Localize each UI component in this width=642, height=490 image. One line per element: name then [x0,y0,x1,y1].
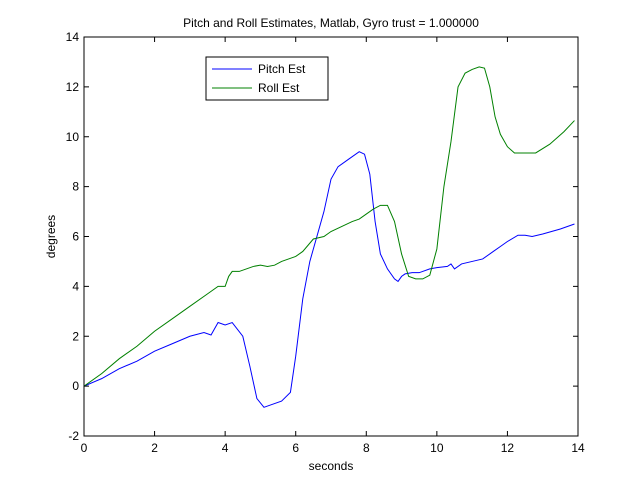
y-tick-label: 0 [72,379,79,393]
legend-label-roll-est: Roll Est [258,81,300,95]
y-tick-label: 8 [72,180,79,194]
x-tick-label: 8 [363,441,370,455]
y-tick-label: 10 [66,130,80,144]
x-tick-label: 10 [430,441,444,455]
axes-box [83,36,579,437]
series-layer [83,66,575,408]
y-tick-label: -2 [68,429,79,443]
x-tick-label: 0 [81,441,88,455]
legend-label-pitch-est: Pitch Est [258,62,306,76]
x-tick-label: 12 [501,441,515,455]
x-tick-label: 4 [222,441,229,455]
x-tick-label: 14 [571,441,585,455]
series-line-pitch-est [83,151,575,408]
y-tick-label: 12 [66,80,80,94]
x-axis-label: seconds [309,459,354,473]
y-tick-label: 4 [72,279,79,293]
legend: Pitch Est Roll Est [205,56,329,101]
y-tick-label: 2 [72,329,79,343]
y-tick-label: 14 [66,30,80,44]
y-axis-label: degrees [44,215,58,258]
series-line-roll-est [83,66,575,387]
legend-box [205,56,329,101]
x-tick-label: 2 [151,441,158,455]
chart-title: Pitch and Roll Estimates, Matlab, Gyro t… [183,16,479,30]
x-tick-label: 6 [292,441,299,455]
y-tick-label: 6 [72,230,79,244]
